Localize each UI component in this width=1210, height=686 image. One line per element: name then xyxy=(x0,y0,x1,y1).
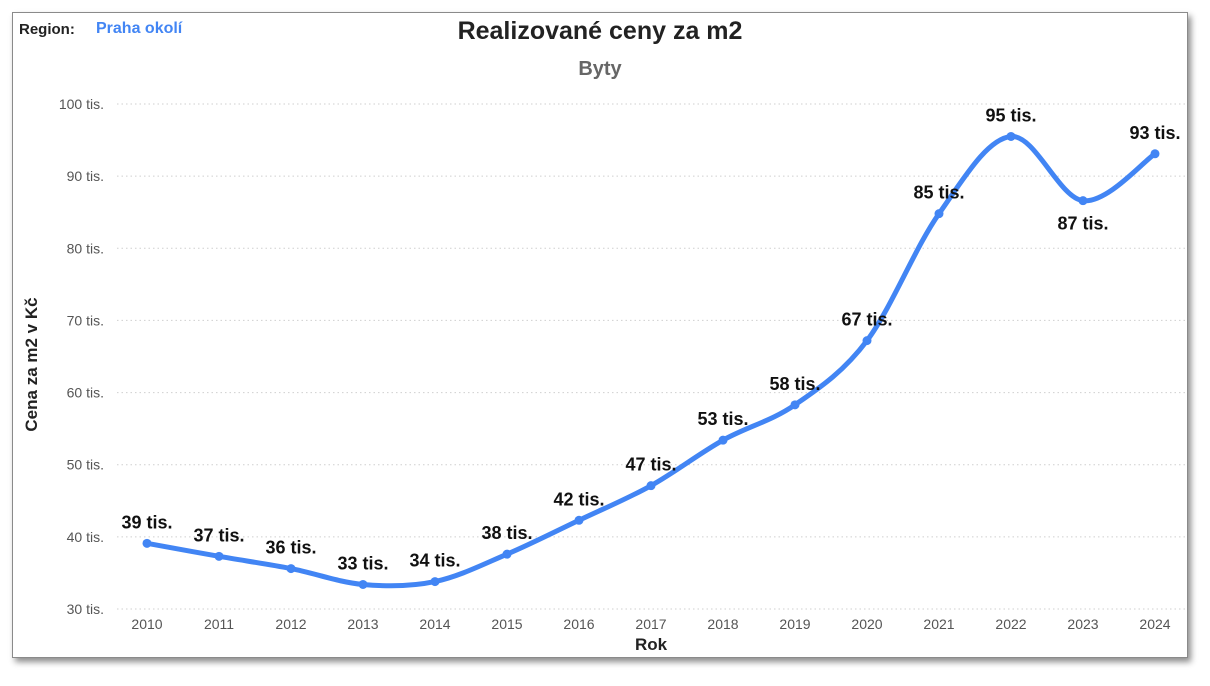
data-label: 37 tis. xyxy=(193,525,244,545)
x-tick-label: 2023 xyxy=(1067,616,1098,632)
region-label: Region: xyxy=(19,21,75,38)
chart-subtitle: Byty xyxy=(578,58,622,80)
data-label: 38 tis. xyxy=(481,523,532,543)
data-label: 33 tis. xyxy=(337,553,388,573)
data-point[interactable] xyxy=(574,515,584,525)
data-point[interactable] xyxy=(862,336,872,346)
x-tick-label: 2012 xyxy=(275,616,306,632)
data-point[interactable] xyxy=(934,209,944,219)
grid-lines xyxy=(117,103,1185,610)
x-tick-label: 2018 xyxy=(707,616,738,632)
data-point[interactable] xyxy=(502,549,512,559)
data-label: 53 tis. xyxy=(697,409,748,429)
data-label: 39 tis. xyxy=(121,512,172,532)
data-point[interactable] xyxy=(1006,131,1016,141)
chart-card: Region: Praha okolí Realizované ceny za … xyxy=(12,12,1188,658)
y-tick-label: 40 tis. xyxy=(67,529,104,545)
data-label: 34 tis. xyxy=(409,551,460,571)
x-tick-label: 2013 xyxy=(347,616,378,632)
chart-title: Realizované ceny za m2 xyxy=(457,17,743,45)
data-label: 47 tis. xyxy=(625,455,676,475)
data-label: 87 tis. xyxy=(1057,214,1108,234)
data-point[interactable] xyxy=(286,564,296,574)
data-labels: 39 tis. 37 tis. 36 tis. 33 tis. 34 tis. 38 ti… xyxy=(121,105,1180,573)
y-axis-ticks: 30 tis. 40 tis. 50 tis. 60 tis. 70 tis. 80 ti… xyxy=(59,96,104,617)
x-axis-ticks: 2010 2011 2012 2013 2014 2015 2016 2017 2018 2019… xyxy=(131,616,1170,632)
x-tick-label: 2024 xyxy=(1139,616,1170,632)
data-point[interactable] xyxy=(430,577,440,587)
data-label: 93 tis. xyxy=(1129,123,1180,143)
data-label: 67 tis. xyxy=(841,310,892,330)
y-tick-label: 50 tis. xyxy=(67,457,104,473)
data-point[interactable] xyxy=(718,435,728,445)
y-tick-label: 90 tis. xyxy=(67,168,104,184)
data-label: 58 tis. xyxy=(769,374,820,394)
x-tick-label: 2017 xyxy=(635,616,666,632)
x-tick-label: 2019 xyxy=(779,616,810,632)
x-tick-label: 2021 xyxy=(923,616,954,632)
series-line xyxy=(144,133,1158,589)
line-chart: 30 tis. 40 tis. 50 tis. 60 tis. 70 tis. 80 ti… xyxy=(22,96,1185,654)
data-point[interactable] xyxy=(1150,149,1160,159)
x-tick-label: 2015 xyxy=(491,616,522,632)
x-tick-label: 2020 xyxy=(851,616,882,632)
x-tick-label: 2016 xyxy=(563,616,594,632)
data-label: 85 tis. xyxy=(913,183,964,203)
y-axis-title: Cena za m2 v Kč xyxy=(22,297,41,431)
data-point[interactable] xyxy=(646,481,656,491)
x-tick-label: 2014 xyxy=(419,616,450,632)
data-label: 42 tis. xyxy=(553,489,604,509)
data-point[interactable] xyxy=(1078,196,1088,206)
region-filter-link[interactable]: Praha okolí xyxy=(96,20,183,37)
data-label: 95 tis. xyxy=(985,105,1036,125)
data-point[interactable] xyxy=(214,551,224,561)
data-point[interactable] xyxy=(358,579,368,589)
data-label: 36 tis. xyxy=(265,538,316,558)
y-tick-label: 60 tis. xyxy=(67,385,104,401)
y-tick-label: 30 tis. xyxy=(67,601,104,617)
x-tick-label: 2011 xyxy=(204,616,234,632)
y-tick-label: 70 tis. xyxy=(67,312,104,328)
y-tick-label: 80 tis. xyxy=(67,240,104,256)
x-axis-title: Rok xyxy=(635,635,668,654)
series-points xyxy=(142,131,1160,589)
x-tick-label: 2010 xyxy=(131,616,162,632)
data-point[interactable] xyxy=(142,538,152,548)
y-tick-label: 100 tis. xyxy=(59,96,104,112)
x-tick-label: 2022 xyxy=(995,616,1026,632)
data-point[interactable] xyxy=(790,400,800,410)
